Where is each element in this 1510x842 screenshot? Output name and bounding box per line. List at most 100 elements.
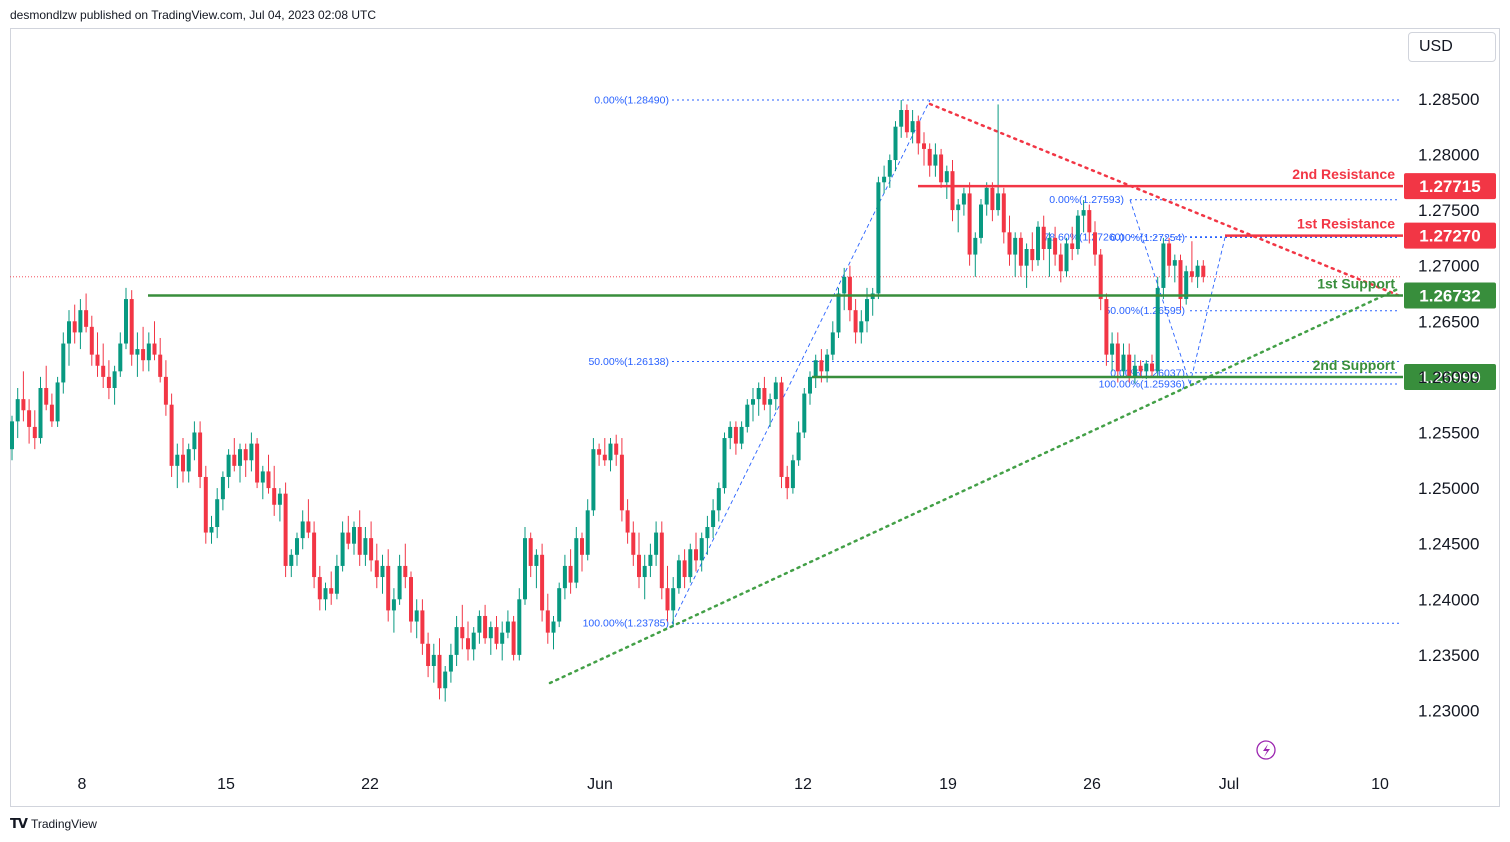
- candle-body: [203, 476, 208, 533]
- candle: [431, 643, 436, 683]
- candle-body: [72, 321, 77, 333]
- candle: [859, 310, 864, 344]
- candle-body: [768, 399, 773, 405]
- candle: [648, 543, 653, 578]
- candle-body: [1104, 299, 1109, 355]
- candle: [904, 104, 909, 138]
- price-axis[interactable]: 1.28500 1.28000 1.27500 1.27000 1.26500 1.260…: [1418, 90, 1479, 721]
- price-tick-label: 1.25000: [1418, 479, 1479, 498]
- candle: [745, 399, 750, 433]
- candle: [448, 643, 453, 683]
- candle: [967, 182, 972, 266]
- candle-body: [836, 293, 841, 333]
- candle-body: [1058, 254, 1063, 272]
- candle-body: [238, 449, 242, 466]
- candle-body: [779, 382, 784, 477]
- candle: [67, 310, 71, 366]
- candle-body: [1024, 249, 1029, 266]
- candle: [933, 143, 938, 177]
- candle-body: [55, 382, 60, 422]
- candle: [984, 182, 989, 216]
- candle: [802, 388, 807, 439]
- candle: [169, 393, 174, 477]
- price-tick-label: 1.24500: [1418, 535, 1479, 554]
- candle: [443, 666, 448, 702]
- candle-body: [619, 454, 624, 511]
- level-price-text: 1.26732: [1419, 286, 1480, 305]
- candle: [870, 287, 875, 316]
- candle-body: [551, 621, 556, 633]
- candle-body: [562, 565, 567, 589]
- candle: [255, 438, 260, 489]
- candle: [876, 176, 881, 300]
- candle: [101, 343, 106, 389]
- candle-body: [255, 443, 260, 483]
- candle-body: [95, 354, 100, 366]
- price-tick-label: 1.27000: [1418, 257, 1479, 276]
- candle: [944, 165, 949, 199]
- candle: [21, 371, 26, 422]
- candle-body: [762, 388, 767, 405]
- candle: [329, 571, 334, 605]
- candle-body: [813, 360, 818, 377]
- footer-branding[interactable]: 𝗧𝗩 TradingView: [10, 816, 97, 832]
- candle-body: [266, 471, 271, 489]
- candle-body: [699, 538, 704, 561]
- candle-body: [865, 299, 869, 322]
- currency-button[interactable]: USD: [1408, 32, 1496, 62]
- candle-body: [671, 588, 676, 611]
- candle-body: [312, 532, 317, 578]
- candle: [705, 515, 710, 555]
- candle-body: [705, 527, 710, 539]
- fib-level-label: 0.00%(1.27254): [1110, 232, 1185, 244]
- candle-body: [1201, 265, 1206, 277]
- candle-body: [129, 299, 134, 355]
- candle-body: [1030, 249, 1035, 261]
- candle-body: [363, 538, 368, 555]
- candle-body: [511, 621, 516, 655]
- candle-body: [688, 549, 693, 578]
- candle-body: [591, 449, 596, 511]
- candle: [956, 198, 961, 233]
- fib-level-label: 78.60%(1.27260): [1043, 231, 1124, 243]
- candle-body: [614, 443, 619, 455]
- candle-body: [346, 532, 351, 544]
- candle-body: [477, 615, 482, 633]
- candle: [146, 332, 151, 372]
- candle: [773, 376, 778, 411]
- candle-body: [608, 443, 613, 461]
- candle-body: [112, 371, 117, 389]
- time-axis[interactable]: 8 15 22 Jun 12 19 26 Jul 10: [78, 776, 1389, 793]
- candle: [300, 510, 305, 550]
- chart-frame[interactable]: [10, 28, 1500, 807]
- candle: [226, 449, 231, 489]
- candle: [1121, 343, 1126, 377]
- candle-body: [1093, 232, 1097, 255]
- candle-body: [1001, 193, 1006, 233]
- candle-body: [1070, 243, 1075, 250]
- candle-body: [32, 426, 37, 439]
- candle-body: [369, 538, 374, 561]
- candle-body: [939, 154, 944, 183]
- candle: [186, 443, 191, 483]
- candle: [591, 438, 596, 516]
- candle-body: [163, 376, 168, 405]
- tradingview-logo-icon: 𝗧𝗩: [10, 816, 28, 831]
- candle: [1018, 232, 1023, 277]
- candle-body: [306, 521, 311, 533]
- level-price-text: 1.27715: [1419, 177, 1480, 196]
- candle: [374, 543, 379, 589]
- lightning-icon[interactable]: [1256, 740, 1276, 760]
- candle-body: [694, 549, 698, 561]
- candle-body: [580, 538, 584, 555]
- candle: [779, 376, 784, 489]
- candle-body: [1036, 226, 1040, 261]
- candle-body: [956, 204, 961, 211]
- candle-body: [899, 110, 904, 127]
- candle: [203, 465, 208, 544]
- candle: [631, 521, 636, 566]
- candle: [454, 615, 459, 667]
- candle-body: [1075, 215, 1080, 250]
- candle-body: [676, 560, 681, 589]
